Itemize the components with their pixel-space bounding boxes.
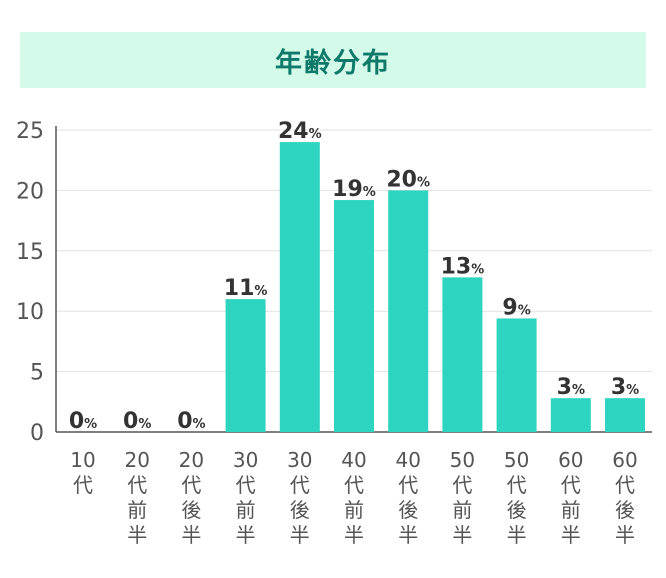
y-tick-label: 20 — [16, 179, 44, 204]
bar-value-label: 11% — [224, 276, 268, 301]
x-tick-label: 60 代前半 — [558, 448, 583, 547]
y-tick-label: 5 — [30, 361, 44, 386]
bar — [334, 200, 374, 432]
bar — [279, 142, 320, 432]
bar-value-label: 3% — [557, 375, 585, 400]
x-tick-label: 30 代後半 — [287, 448, 312, 547]
bar-value-label: 24% — [278, 119, 322, 144]
bar — [388, 190, 429, 432]
x-tick-label: 40 代前半 — [341, 448, 366, 547]
x-tick-label: 60 代後半 — [612, 448, 637, 547]
bar-value-label: 13% — [441, 254, 485, 279]
bar — [550, 398, 591, 432]
y-tick-label: 15 — [16, 240, 44, 265]
y-tick-label: 0 — [30, 421, 44, 446]
y-tick-label: 25 — [16, 119, 44, 144]
bar — [442, 277, 483, 432]
bar-value-label: 0% — [69, 409, 97, 434]
bar — [225, 299, 266, 432]
bar-value-label: 3% — [611, 375, 639, 400]
bar-value-label: 20% — [386, 167, 430, 192]
x-tick-label: 10 代 — [70, 448, 95, 497]
bar-value-label: 0% — [177, 409, 205, 434]
x-tick-label: 50 代後半 — [504, 448, 529, 547]
x-tick-label: 20 代後半 — [179, 448, 204, 547]
x-tick-label: 50 代前半 — [450, 448, 475, 547]
bar — [496, 318, 537, 432]
x-tick-label: 40 代後半 — [395, 448, 420, 547]
bar — [605, 398, 645, 432]
bar-value-label: 9% — [502, 295, 530, 320]
chart-title-banner: 年齢分布 — [20, 32, 646, 88]
x-tick-label: 30 代前半 — [233, 448, 258, 547]
y-tick-label: 10 — [16, 300, 44, 325]
x-tick-label: 20 代前半 — [124, 448, 149, 547]
bar-value-label: 19% — [332, 177, 376, 202]
bar-value-label: 0% — [123, 409, 151, 434]
chart-title: 年齢分布 — [275, 47, 391, 79]
